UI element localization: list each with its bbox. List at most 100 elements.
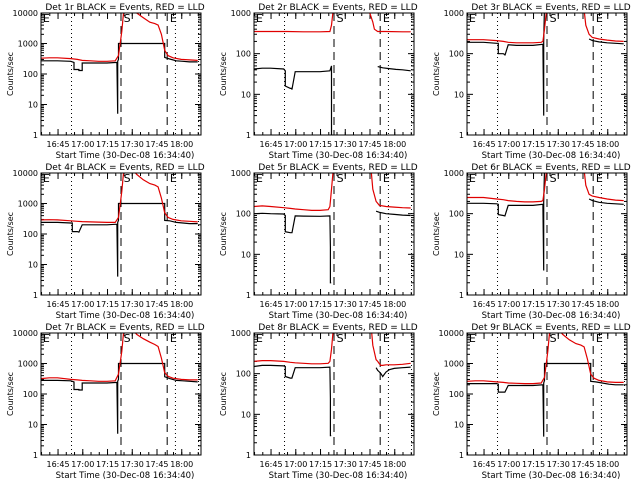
x-tick-label: 16:45 (47, 140, 70, 149)
x-tick-label: 17:45 (145, 460, 168, 469)
interval-marker-e: E (596, 332, 603, 345)
lld-series-line (467, 173, 624, 203)
y-tick-label: 10000 (13, 329, 38, 338)
y-tick-label: 10000 (439, 329, 464, 338)
x-tick-label: 16:45 (473, 300, 496, 309)
interval-marker-e: E (170, 172, 177, 185)
interval-marker-e: E (256, 332, 263, 345)
interval-marker-s: S (337, 12, 344, 25)
plot-area (467, 173, 624, 271)
interval-marker-s: S (337, 332, 344, 345)
panel-title: Det 4r BLACK = Events, RED = LLD (45, 163, 204, 173)
x-axis-label: Start Time (30-Dec-08 16:34:40) (482, 311, 621, 321)
x-tick-label: 16:45 (260, 140, 283, 149)
panel-det-2: Det 2r BLACK = Events, RED = LLD Counts/s… (219, 3, 418, 161)
x-tick-label: 17:00 (284, 140, 307, 149)
y-tick-label: 10 (241, 90, 251, 99)
x-tick-label: 17:15 (309, 460, 332, 469)
y-tick-label: 1 (33, 291, 38, 300)
interval-marker-e: E (596, 172, 603, 185)
plot-area (254, 13, 411, 135)
interval-marker-e: E (383, 172, 390, 185)
events-series-line-after (588, 198, 624, 205)
y-tick-label: 1 (459, 451, 464, 460)
y-tick-label: 1000 (231, 169, 251, 178)
x-tick-label: 18:00 (170, 140, 193, 149)
x-tick-label: 17:15 (522, 460, 545, 469)
x-tick-label: 18:00 (170, 300, 193, 309)
plot-frame (466, 332, 628, 456)
x-tick-label: 18:00 (596, 140, 619, 149)
interval-marker-s: S (550, 332, 557, 345)
y-tick-label: 1000 (231, 329, 251, 338)
lld-series-line (467, 13, 624, 44)
x-tick-label: 17:00 (497, 300, 520, 309)
x-tick-label: 17:45 (358, 460, 381, 469)
x-tick-label: 17:30 (334, 300, 357, 309)
x-tick-label: 17:45 (571, 300, 594, 309)
x-tick-label: 16:45 (47, 300, 70, 309)
y-tick-label: 1000 (444, 169, 464, 178)
y-tick-label: 10 (454, 90, 464, 99)
plot-area (467, 333, 624, 437)
interval-marker-s: S (337, 172, 344, 185)
plot-area (254, 173, 411, 284)
plot-area (467, 13, 624, 116)
events-series-line-after (375, 210, 411, 217)
interval-marker-e: E (256, 12, 263, 25)
lld-series-line (254, 333, 411, 366)
x-tick-label: 17:15 (522, 140, 545, 149)
events-series-line (254, 364, 332, 437)
interval-marker-e: E (43, 12, 50, 25)
y-tick-label: 10 (241, 410, 251, 419)
y-tick-label: 1 (459, 131, 464, 140)
interval-marker-e: E (256, 172, 263, 185)
x-tick-label: 17:45 (145, 300, 168, 309)
x-tick-label: 18:00 (383, 140, 406, 149)
panel-title: Det 2r BLACK = Events, RED = LLD (258, 3, 417, 13)
panel-det-8: Det 8r BLACK = Events, RED = LLD Counts/s… (219, 323, 418, 480)
y-tick-label: 1000 (18, 200, 38, 209)
panel-title: Det 3r BLACK = Events, RED = LLD (471, 3, 630, 13)
x-axis-label: Start Time (30-Dec-08 16:34:40) (56, 311, 195, 321)
plot-area (41, 13, 198, 114)
x-tick-label: 17:30 (334, 140, 357, 149)
y-axis-label: Counts/sec (6, 52, 15, 96)
y-tick-label: 10 (28, 421, 38, 430)
x-axis-label: Start Time (30-Dec-08 16:34:40) (56, 471, 195, 480)
x-tick-label: 16:45 (260, 300, 283, 309)
y-tick-label: 100 (236, 210, 251, 219)
y-tick-label: 10 (454, 250, 464, 259)
interval-marker-e: E (596, 12, 603, 25)
x-tick-label: 18:00 (170, 460, 193, 469)
panel-title: Det 1r BLACK = Events, RED = LLD (45, 3, 204, 13)
plot-frame (40, 332, 202, 456)
x-tick-label: 16:45 (473, 460, 496, 469)
x-tick-label: 17:45 (358, 300, 381, 309)
y-axis-label: Counts/sec (6, 212, 15, 256)
plot-area (41, 173, 198, 277)
x-tick-label: 16:45 (473, 140, 496, 149)
interval-marker-e: E (43, 332, 50, 345)
x-axis-label: Start Time (30-Dec-08 16:34:40) (269, 151, 408, 161)
events-series-line (41, 202, 198, 277)
plot-frame (466, 172, 628, 296)
plot-frame (253, 172, 415, 296)
x-tick-label: 17:30 (121, 140, 144, 149)
x-tick-label: 17:30 (121, 460, 144, 469)
y-tick-label: 100 (23, 390, 38, 399)
x-tick-label: 17:15 (309, 300, 332, 309)
y-tick-label: 1 (459, 291, 464, 300)
x-tick-label: 17:45 (145, 140, 168, 149)
x-tick-label: 17:00 (71, 140, 94, 149)
interval-marker-e: E (43, 172, 50, 185)
y-tick-label: 100 (449, 50, 464, 59)
events-series-line-after (588, 38, 624, 45)
y-axis-label: Counts/sec (432, 212, 441, 256)
panel-det-5: Det 5r BLACK = Events, RED = LLD Counts/s… (219, 163, 418, 321)
x-tick-label: 17:45 (358, 140, 381, 149)
interval-marker-e: E (170, 12, 177, 25)
panel-title: Det 7r BLACK = Events, RED = LLD (45, 323, 204, 333)
x-tick-label: 17:00 (71, 300, 94, 309)
events-series-line-after (377, 66, 411, 72)
